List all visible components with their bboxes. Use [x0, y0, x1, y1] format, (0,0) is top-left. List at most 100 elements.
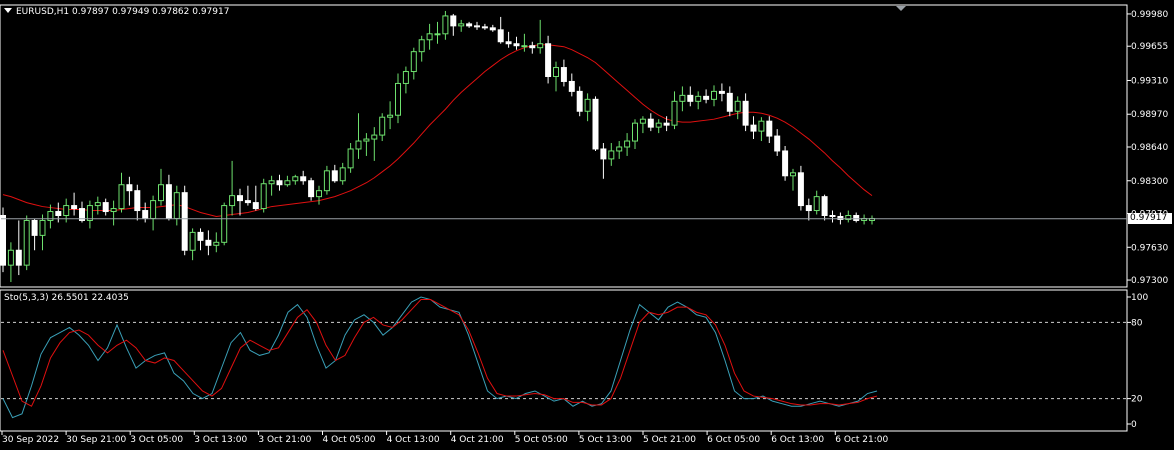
candle-body — [213, 241, 220, 246]
chart-shift-marker-icon[interactable] — [896, 6, 906, 11]
candle-body — [797, 172, 804, 207]
candle-body — [308, 180, 315, 198]
moving-average-line — [2, 44, 873, 218]
price-tick-label: 0.98300 — [1131, 177, 1168, 187]
candle-body — [489, 27, 496, 31]
candle-body — [268, 180, 275, 185]
candle-body — [790, 172, 796, 177]
candle-body — [94, 202, 101, 207]
candle-body — [134, 190, 141, 212]
candle-body — [205, 239, 212, 246]
price-tick-label: 0.99655 — [1131, 42, 1168, 52]
candle-body — [600, 148, 607, 160]
candle-body — [687, 94, 694, 102]
price-tick-label: 0.99310 — [1131, 76, 1168, 86]
candle-body — [718, 90, 725, 94]
candle-body — [316, 190, 322, 198]
candle-body — [150, 200, 157, 219]
candle-body — [853, 215, 860, 221]
candle-body — [592, 98, 599, 150]
candle-body — [181, 192, 188, 251]
chart-title[interactable]: EURUSD,H1 0.97897 0.97949 0.97862 0.9791… — [4, 7, 229, 17]
candle-body — [86, 205, 93, 221]
candle-body — [711, 90, 717, 100]
candle-body — [292, 176, 299, 182]
candle-body — [560, 67, 567, 82]
time-axis-label: 3 Oct 21:00 — [258, 435, 311, 445]
candle-body — [616, 146, 623, 152]
candle-body — [47, 211, 54, 221]
time-axis-label: 3 Oct 05:00 — [130, 435, 183, 445]
time-axis-label: 5 Oct 21:00 — [643, 435, 696, 445]
candle-body — [821, 196, 828, 217]
candle-body — [466, 23, 473, 27]
candle-body — [221, 205, 228, 243]
price-tick-label: 0.97300 — [1131, 276, 1168, 286]
candle-body — [276, 180, 283, 186]
candle-body — [750, 124, 757, 132]
price-tick-label: 0.99980 — [1131, 10, 1168, 20]
candle-body — [197, 231, 204, 241]
time-axis-label: 4 Oct 21:00 — [451, 435, 504, 445]
candle-body — [363, 138, 370, 142]
candle-body — [545, 43, 552, 77]
candle-body — [379, 116, 386, 136]
candle-body — [829, 215, 836, 218]
candle-body — [505, 41, 512, 45]
candle-body — [110, 208, 117, 213]
stoch-level-label: 100 — [1131, 293, 1148, 303]
candle-body — [15, 249, 22, 266]
time-axis-label: 5 Oct 05:00 — [515, 435, 568, 445]
candle-body — [173, 192, 180, 219]
stoch-main-line — [2, 296, 878, 419]
candle-body — [284, 180, 291, 186]
candle-body — [521, 45, 528, 48]
candle-body — [434, 33, 441, 36]
price-panel-frame — [0, 4, 1128, 288]
candle-body — [647, 118, 654, 128]
ohlc-values: 0.97897 0.97949 0.97862 0.97917 — [72, 7, 230, 17]
candle-body — [679, 94, 686, 102]
candle-body — [734, 100, 741, 112]
time-axis-label: 4 Oct 13:00 — [387, 435, 440, 445]
candle-body — [31, 219, 38, 236]
candle-body — [229, 195, 236, 207]
time-axis-label: 5 Oct 13:00 — [579, 435, 632, 445]
candle-body — [300, 176, 307, 182]
candle-body — [0, 215, 6, 266]
candle-body — [158, 184, 164, 202]
candle-body — [237, 195, 243, 202]
candle-body — [339, 167, 346, 182]
candle-body — [244, 200, 251, 204]
candle-body — [418, 39, 425, 53]
candle-body — [458, 23, 465, 27]
candle-body — [71, 205, 78, 210]
price-tick-label: 0.98640 — [1131, 143, 1168, 153]
candle-body — [837, 215, 844, 220]
candle-body — [568, 80, 575, 92]
stoch-level-label: 80 — [1131, 318, 1143, 328]
time-axis-label: 6 Oct 13:00 — [771, 435, 824, 445]
candle-body — [142, 210, 149, 219]
candle-body — [355, 140, 362, 150]
candle-body — [474, 25, 480, 28]
candle-body — [402, 71, 409, 84]
time-axis-label: 4 Oct 05:00 — [323, 435, 376, 445]
current-price-tag: 0.97917 — [1128, 213, 1172, 225]
candle-body — [410, 51, 417, 73]
candle-body — [118, 184, 125, 210]
time-axis-label: 30 Sep 2022 — [2, 435, 59, 445]
candle-body — [395, 82, 401, 116]
candle-body — [742, 100, 749, 126]
stoch-signal-line — [2, 299, 878, 407]
candle-body — [624, 140, 631, 148]
price-tick-label: 0.98970 — [1131, 110, 1168, 120]
stoch-level-label: 0 — [1131, 420, 1137, 430]
candle-body — [63, 205, 70, 217]
stoch-title[interactable]: Sto(5,3,3) 26.5501 22.4035 — [4, 293, 129, 303]
candle-body — [663, 122, 670, 126]
candle-body — [537, 43, 544, 49]
candle-body — [260, 183, 267, 210]
dropdown-triangle-icon[interactable] — [4, 8, 12, 13]
